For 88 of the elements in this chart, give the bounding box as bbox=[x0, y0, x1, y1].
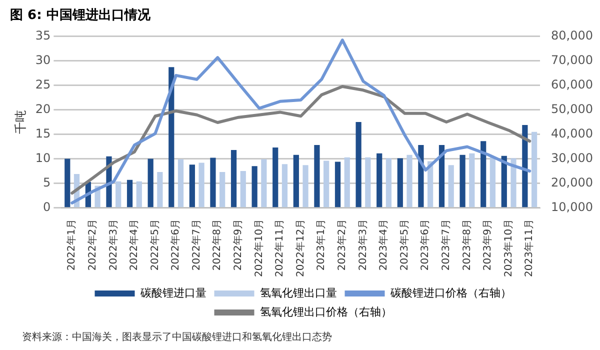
bar bbox=[220, 172, 226, 208]
x-tick-label: 2022年12月 bbox=[294, 218, 306, 278]
x-tick-label: 2023年6月 bbox=[419, 218, 432, 271]
bar bbox=[293, 154, 299, 208]
bar bbox=[490, 157, 496, 208]
x-tick-label: 2022年7月 bbox=[190, 218, 202, 271]
bar bbox=[510, 158, 516, 208]
y2-tick-label: 50,000 bbox=[551, 102, 594, 116]
bar bbox=[148, 158, 154, 208]
bar bbox=[136, 181, 142, 208]
x-tick-label: 2023年7月 bbox=[440, 218, 452, 271]
x-tick-label: 2022年6月 bbox=[170, 218, 182, 271]
bar bbox=[344, 157, 350, 208]
bar bbox=[210, 158, 216, 208]
bar bbox=[334, 162, 341, 208]
x-tick-label: 2022年4月 bbox=[128, 218, 140, 271]
bar bbox=[418, 145, 424, 208]
bar bbox=[126, 180, 133, 208]
legend-label: 碳酸锂进口价格（右轴） bbox=[389, 286, 512, 300]
bar bbox=[501, 156, 507, 208]
bar bbox=[261, 159, 267, 208]
y2-tick-label: 30,000 bbox=[551, 150, 594, 165]
x-tick-label: 2023年5月 bbox=[398, 218, 410, 271]
bar bbox=[116, 181, 122, 208]
y-tick-label: 0 bbox=[43, 200, 51, 214]
x-tick-label: 2023年11月 bbox=[523, 218, 536, 278]
y-tick-label: 25 bbox=[35, 77, 51, 92]
y-axis-title: 千吨 bbox=[13, 110, 28, 134]
x-tick-label: 2022年3月 bbox=[107, 218, 120, 271]
bar bbox=[356, 122, 362, 208]
y-tick-label: 5 bbox=[43, 175, 51, 190]
x-tick-label: 2022年2月 bbox=[86, 218, 98, 271]
bar bbox=[282, 164, 288, 208]
bar bbox=[252, 166, 258, 208]
legend-label: 氢氧化锂出口价格（右轴） bbox=[260, 305, 392, 318]
bar bbox=[531, 132, 538, 208]
x-tick-label: 2023年10月 bbox=[502, 218, 514, 278]
bar bbox=[438, 145, 445, 208]
x-tick-label: 2023年2月 bbox=[336, 218, 348, 271]
bar bbox=[324, 160, 330, 208]
legend-label: 氢氧化锂出口量 bbox=[260, 286, 337, 300]
bar bbox=[397, 158, 403, 208]
bar bbox=[365, 157, 371, 208]
bar bbox=[240, 171, 246, 208]
y2-tick-label: 60,000 bbox=[551, 77, 594, 92]
x-tick-label: 2023年9月 bbox=[482, 218, 494, 271]
bar bbox=[189, 164, 195, 208]
bar bbox=[64, 158, 70, 208]
bar bbox=[302, 165, 308, 208]
bar bbox=[272, 148, 278, 208]
x-tick-label: 2023年8月 bbox=[460, 218, 473, 271]
x-tick-label: 2023年4月 bbox=[378, 218, 390, 271]
bar bbox=[230, 150, 237, 208]
legend-label: 碳酸锂进口量 bbox=[139, 286, 206, 300]
bar bbox=[198, 162, 204, 208]
x-tick-label: 2022年10月 bbox=[252, 218, 265, 278]
x-tick-label: 2022年5月 bbox=[148, 218, 161, 271]
text: 资料来源：中国海关，图表显示了中国碳酸锂进口和氢氧化锂出口态势 bbox=[22, 330, 332, 344]
bar bbox=[168, 67, 174, 208]
x-tick-label: 2022年11月 bbox=[274, 218, 286, 278]
bar bbox=[428, 161, 434, 208]
chart-title: 图 6: 中国锂进出口情况 bbox=[10, 7, 150, 24]
y2-tick-label: 80,000 bbox=[551, 28, 594, 42]
bar bbox=[386, 158, 392, 208]
bar bbox=[314, 145, 320, 208]
y-tick-label: 20 bbox=[35, 102, 51, 116]
bar bbox=[376, 153, 382, 208]
x-tick-label: 2022年8月 bbox=[211, 218, 224, 271]
bar bbox=[469, 153, 475, 208]
y-tick-label: 30 bbox=[35, 52, 51, 67]
x-tick-label: 2023年3月 bbox=[356, 218, 369, 271]
bar bbox=[157, 172, 163, 208]
bar bbox=[480, 141, 486, 208]
bar bbox=[178, 159, 184, 208]
y-tick-label: 35 bbox=[35, 28, 51, 42]
x-tick-label: 2022年1月 bbox=[66, 218, 78, 271]
y2-tick-label: 40,000 bbox=[551, 126, 594, 140]
x-tick-label: 2023年1月 bbox=[315, 218, 328, 271]
bar bbox=[460, 154, 466, 208]
bar bbox=[448, 165, 454, 208]
y2-tick-label: 20,000 bbox=[551, 175, 594, 190]
y2-tick-label: 70,000 bbox=[551, 52, 594, 67]
bar bbox=[406, 154, 412, 208]
y2-tick-label: 10,000 bbox=[551, 200, 594, 214]
bar bbox=[522, 124, 528, 208]
x-tick-label: 2022年9月 bbox=[232, 218, 244, 271]
y-tick-label: 15 bbox=[35, 126, 51, 140]
y-tick-label: 10 bbox=[35, 150, 51, 165]
